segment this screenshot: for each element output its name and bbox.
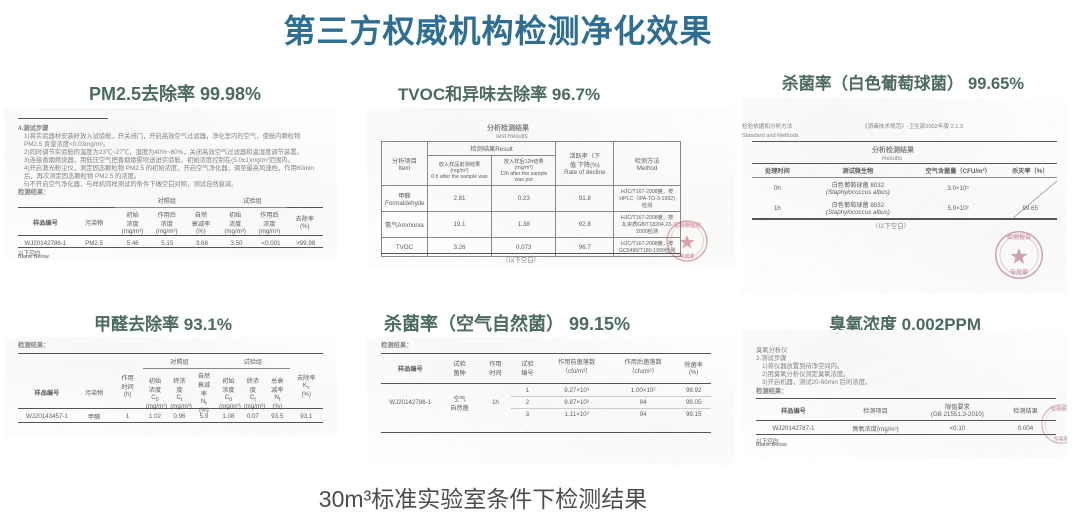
svg-text:检测报告: 检测报告 — [1051, 406, 1067, 413]
svg-text:专用章: 专用章 — [679, 253, 694, 260]
svg-text:深圳某检测: 深圳某检测 — [673, 221, 701, 229]
svg-text:检测报告: 检测报告 — [1007, 233, 1031, 241]
svg-text:专用章: 专用章 — [1010, 269, 1028, 277]
svg-text:专用章: 专用章 — [1053, 435, 1067, 442]
